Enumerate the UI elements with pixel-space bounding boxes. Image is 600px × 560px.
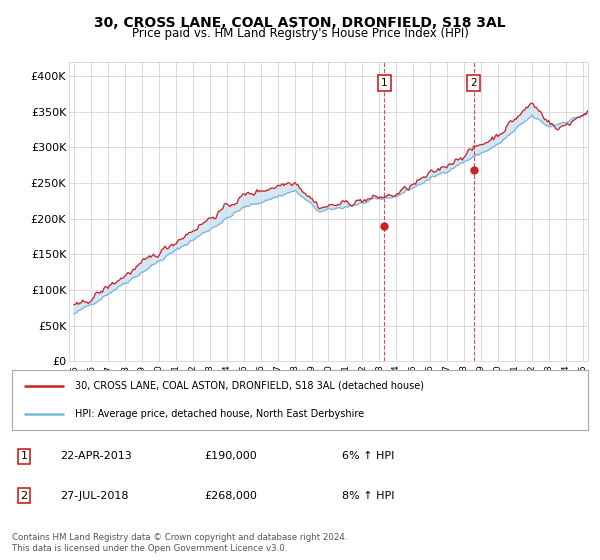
Text: £268,000: £268,000 bbox=[204, 491, 257, 501]
Text: 2: 2 bbox=[470, 78, 477, 88]
Text: 30, CROSS LANE, COAL ASTON, DRONFIELD, S18 3AL (detached house): 30, CROSS LANE, COAL ASTON, DRONFIELD, S… bbox=[76, 381, 424, 391]
Text: 1: 1 bbox=[381, 78, 388, 88]
Text: HPI: Average price, detached house, North East Derbyshire: HPI: Average price, detached house, Nort… bbox=[76, 409, 364, 419]
Text: Price paid vs. HM Land Registry's House Price Index (HPI): Price paid vs. HM Land Registry's House … bbox=[131, 27, 469, 40]
Text: 27-JUL-2018: 27-JUL-2018 bbox=[60, 491, 128, 501]
Text: 30, CROSS LANE, COAL ASTON, DRONFIELD, S18 3AL: 30, CROSS LANE, COAL ASTON, DRONFIELD, S… bbox=[94, 16, 506, 30]
Text: £190,000: £190,000 bbox=[204, 451, 257, 461]
Text: 1: 1 bbox=[20, 451, 28, 461]
Text: 2: 2 bbox=[20, 491, 28, 501]
Text: 22-APR-2013: 22-APR-2013 bbox=[60, 451, 132, 461]
Text: Contains HM Land Registry data © Crown copyright and database right 2024.
This d: Contains HM Land Registry data © Crown c… bbox=[12, 533, 347, 553]
Text: 8% ↑ HPI: 8% ↑ HPI bbox=[342, 491, 395, 501]
Text: 6% ↑ HPI: 6% ↑ HPI bbox=[342, 451, 394, 461]
